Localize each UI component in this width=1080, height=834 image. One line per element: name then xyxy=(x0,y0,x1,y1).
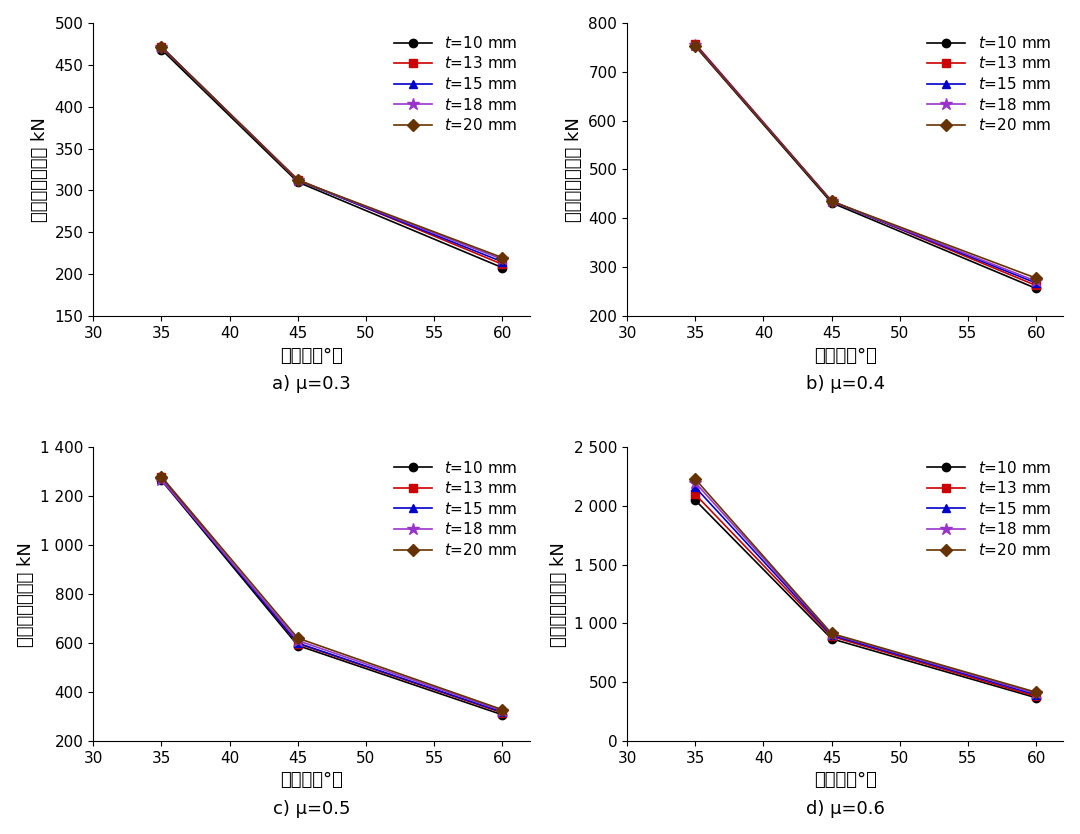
Y-axis label: 初始滑移荷载／ kN: 初始滑移荷载／ kN xyxy=(565,117,583,222)
t=20 mm xyxy=(689,474,702,484)
t=20 mm xyxy=(825,629,838,639)
t=10 mm xyxy=(689,41,702,51)
t=10 mm xyxy=(496,710,509,720)
X-axis label: 角度／（°）: 角度／（°） xyxy=(280,347,342,364)
t=13 mm xyxy=(825,196,838,206)
Legend: $t$=10 mm, $t$=13 mm, $t$=15 mm, $t$=18 mm, $t$=20 mm: $t$=10 mm, $t$=13 mm, $t$=15 mm, $t$=18 … xyxy=(922,30,1055,138)
t=13 mm xyxy=(689,490,702,500)
Line: t=18 mm: t=18 mm xyxy=(689,39,1042,288)
Line: t=13 mm: t=13 mm xyxy=(158,43,507,269)
Line: t=20 mm: t=20 mm xyxy=(158,43,507,262)
t=20 mm xyxy=(292,633,305,643)
t=10 mm xyxy=(496,263,509,273)
t=15 mm xyxy=(156,474,168,484)
t=13 mm xyxy=(1029,691,1042,701)
t=13 mm xyxy=(496,708,509,718)
Line: t=18 mm: t=18 mm xyxy=(156,474,509,717)
Text: a) μ=0.3: a) μ=0.3 xyxy=(272,375,351,393)
t=18 mm xyxy=(1029,688,1042,698)
t=13 mm xyxy=(156,42,168,52)
t=10 mm xyxy=(292,641,305,651)
t=15 mm xyxy=(292,175,305,185)
X-axis label: 角度／（°）: 角度／（°） xyxy=(280,771,342,789)
t=10 mm xyxy=(156,475,168,485)
t=18 mm xyxy=(156,475,168,485)
t=18 mm xyxy=(825,629,838,639)
t=18 mm xyxy=(292,175,305,185)
t=15 mm xyxy=(689,40,702,50)
Y-axis label: 初始滑移荷载／ kN: 初始滑移荷载／ kN xyxy=(16,542,35,646)
Text: c) μ=0.5: c) μ=0.5 xyxy=(273,800,350,817)
t=13 mm xyxy=(689,38,702,48)
Line: t=13 mm: t=13 mm xyxy=(691,490,1040,701)
Line: t=18 mm: t=18 mm xyxy=(689,476,1042,700)
t=10 mm xyxy=(292,177,305,187)
t=15 mm xyxy=(496,257,509,267)
t=15 mm xyxy=(825,196,838,206)
t=15 mm xyxy=(1029,690,1042,700)
Line: t=10 mm: t=10 mm xyxy=(158,476,507,719)
t=18 mm xyxy=(1029,276,1042,286)
t=10 mm xyxy=(1029,284,1042,294)
t=10 mm xyxy=(1029,693,1042,703)
t=15 mm xyxy=(292,638,305,648)
t=10 mm xyxy=(156,44,168,54)
Line: t=15 mm: t=15 mm xyxy=(691,483,1040,699)
t=13 mm xyxy=(156,472,168,482)
Line: t=20 mm: t=20 mm xyxy=(691,475,1040,696)
Line: t=20 mm: t=20 mm xyxy=(691,42,1040,282)
Line: t=15 mm: t=15 mm xyxy=(691,41,1040,287)
t=20 mm xyxy=(689,41,702,51)
t=18 mm xyxy=(292,636,305,646)
t=15 mm xyxy=(825,631,838,641)
t=20 mm xyxy=(292,175,305,185)
t=10 mm xyxy=(825,198,838,208)
t=13 mm xyxy=(292,174,305,184)
t=18 mm xyxy=(689,478,702,488)
Line: t=13 mm: t=13 mm xyxy=(691,39,1040,289)
t=18 mm xyxy=(156,42,168,52)
t=20 mm xyxy=(156,472,168,482)
t=15 mm xyxy=(1029,278,1042,288)
Line: t=10 mm: t=10 mm xyxy=(691,42,1040,293)
Legend: $t$=10 mm, $t$=13 mm, $t$=15 mm, $t$=18 mm, $t$=20 mm: $t$=10 mm, $t$=13 mm, $t$=15 mm, $t$=18 … xyxy=(389,30,522,138)
Line: t=13 mm: t=13 mm xyxy=(158,473,507,717)
t=20 mm xyxy=(156,42,168,52)
t=18 mm xyxy=(689,40,702,50)
Line: t=10 mm: t=10 mm xyxy=(691,496,1040,702)
Legend: $t$=10 mm, $t$=13 mm, $t$=15 mm, $t$=18 mm, $t$=20 mm: $t$=10 mm, $t$=13 mm, $t$=15 mm, $t$=18 … xyxy=(389,455,522,562)
t=15 mm xyxy=(156,42,168,52)
t=20 mm xyxy=(496,705,509,715)
t=13 mm xyxy=(496,259,509,269)
Line: t=10 mm: t=10 mm xyxy=(158,45,507,272)
Text: d) μ=0.6: d) μ=0.6 xyxy=(806,800,885,817)
t=15 mm xyxy=(689,482,702,492)
t=18 mm xyxy=(496,254,509,264)
t=10 mm xyxy=(825,634,838,644)
t=13 mm xyxy=(825,631,838,641)
Y-axis label: 初始滑移荷载／ kN: 初始滑移荷载／ kN xyxy=(551,542,568,646)
Line: t=20 mm: t=20 mm xyxy=(158,473,507,714)
t=15 mm xyxy=(496,707,509,717)
t=13 mm xyxy=(1029,280,1042,290)
X-axis label: 角度／（°）: 角度／（°） xyxy=(813,347,877,364)
t=20 mm xyxy=(1029,274,1042,284)
t=13 mm xyxy=(292,639,305,649)
Line: t=18 mm: t=18 mm xyxy=(156,41,509,265)
Text: b) μ=0.4: b) μ=0.4 xyxy=(806,375,885,393)
t=10 mm xyxy=(689,495,702,505)
t=18 mm xyxy=(825,196,838,206)
Y-axis label: 初始滑移荷载／ kN: 初始滑移荷载／ kN xyxy=(31,117,49,222)
t=20 mm xyxy=(825,196,838,206)
X-axis label: 角度／（°）: 角度／（°） xyxy=(813,771,877,789)
Line: t=15 mm: t=15 mm xyxy=(158,475,507,716)
t=20 mm xyxy=(1029,687,1042,697)
t=18 mm xyxy=(496,706,509,716)
Legend: $t$=10 mm, $t$=13 mm, $t$=15 mm, $t$=18 mm, $t$=20 mm: $t$=10 mm, $t$=13 mm, $t$=15 mm, $t$=18 … xyxy=(922,455,1055,562)
Line: t=15 mm: t=15 mm xyxy=(158,43,507,266)
t=20 mm xyxy=(496,253,509,263)
